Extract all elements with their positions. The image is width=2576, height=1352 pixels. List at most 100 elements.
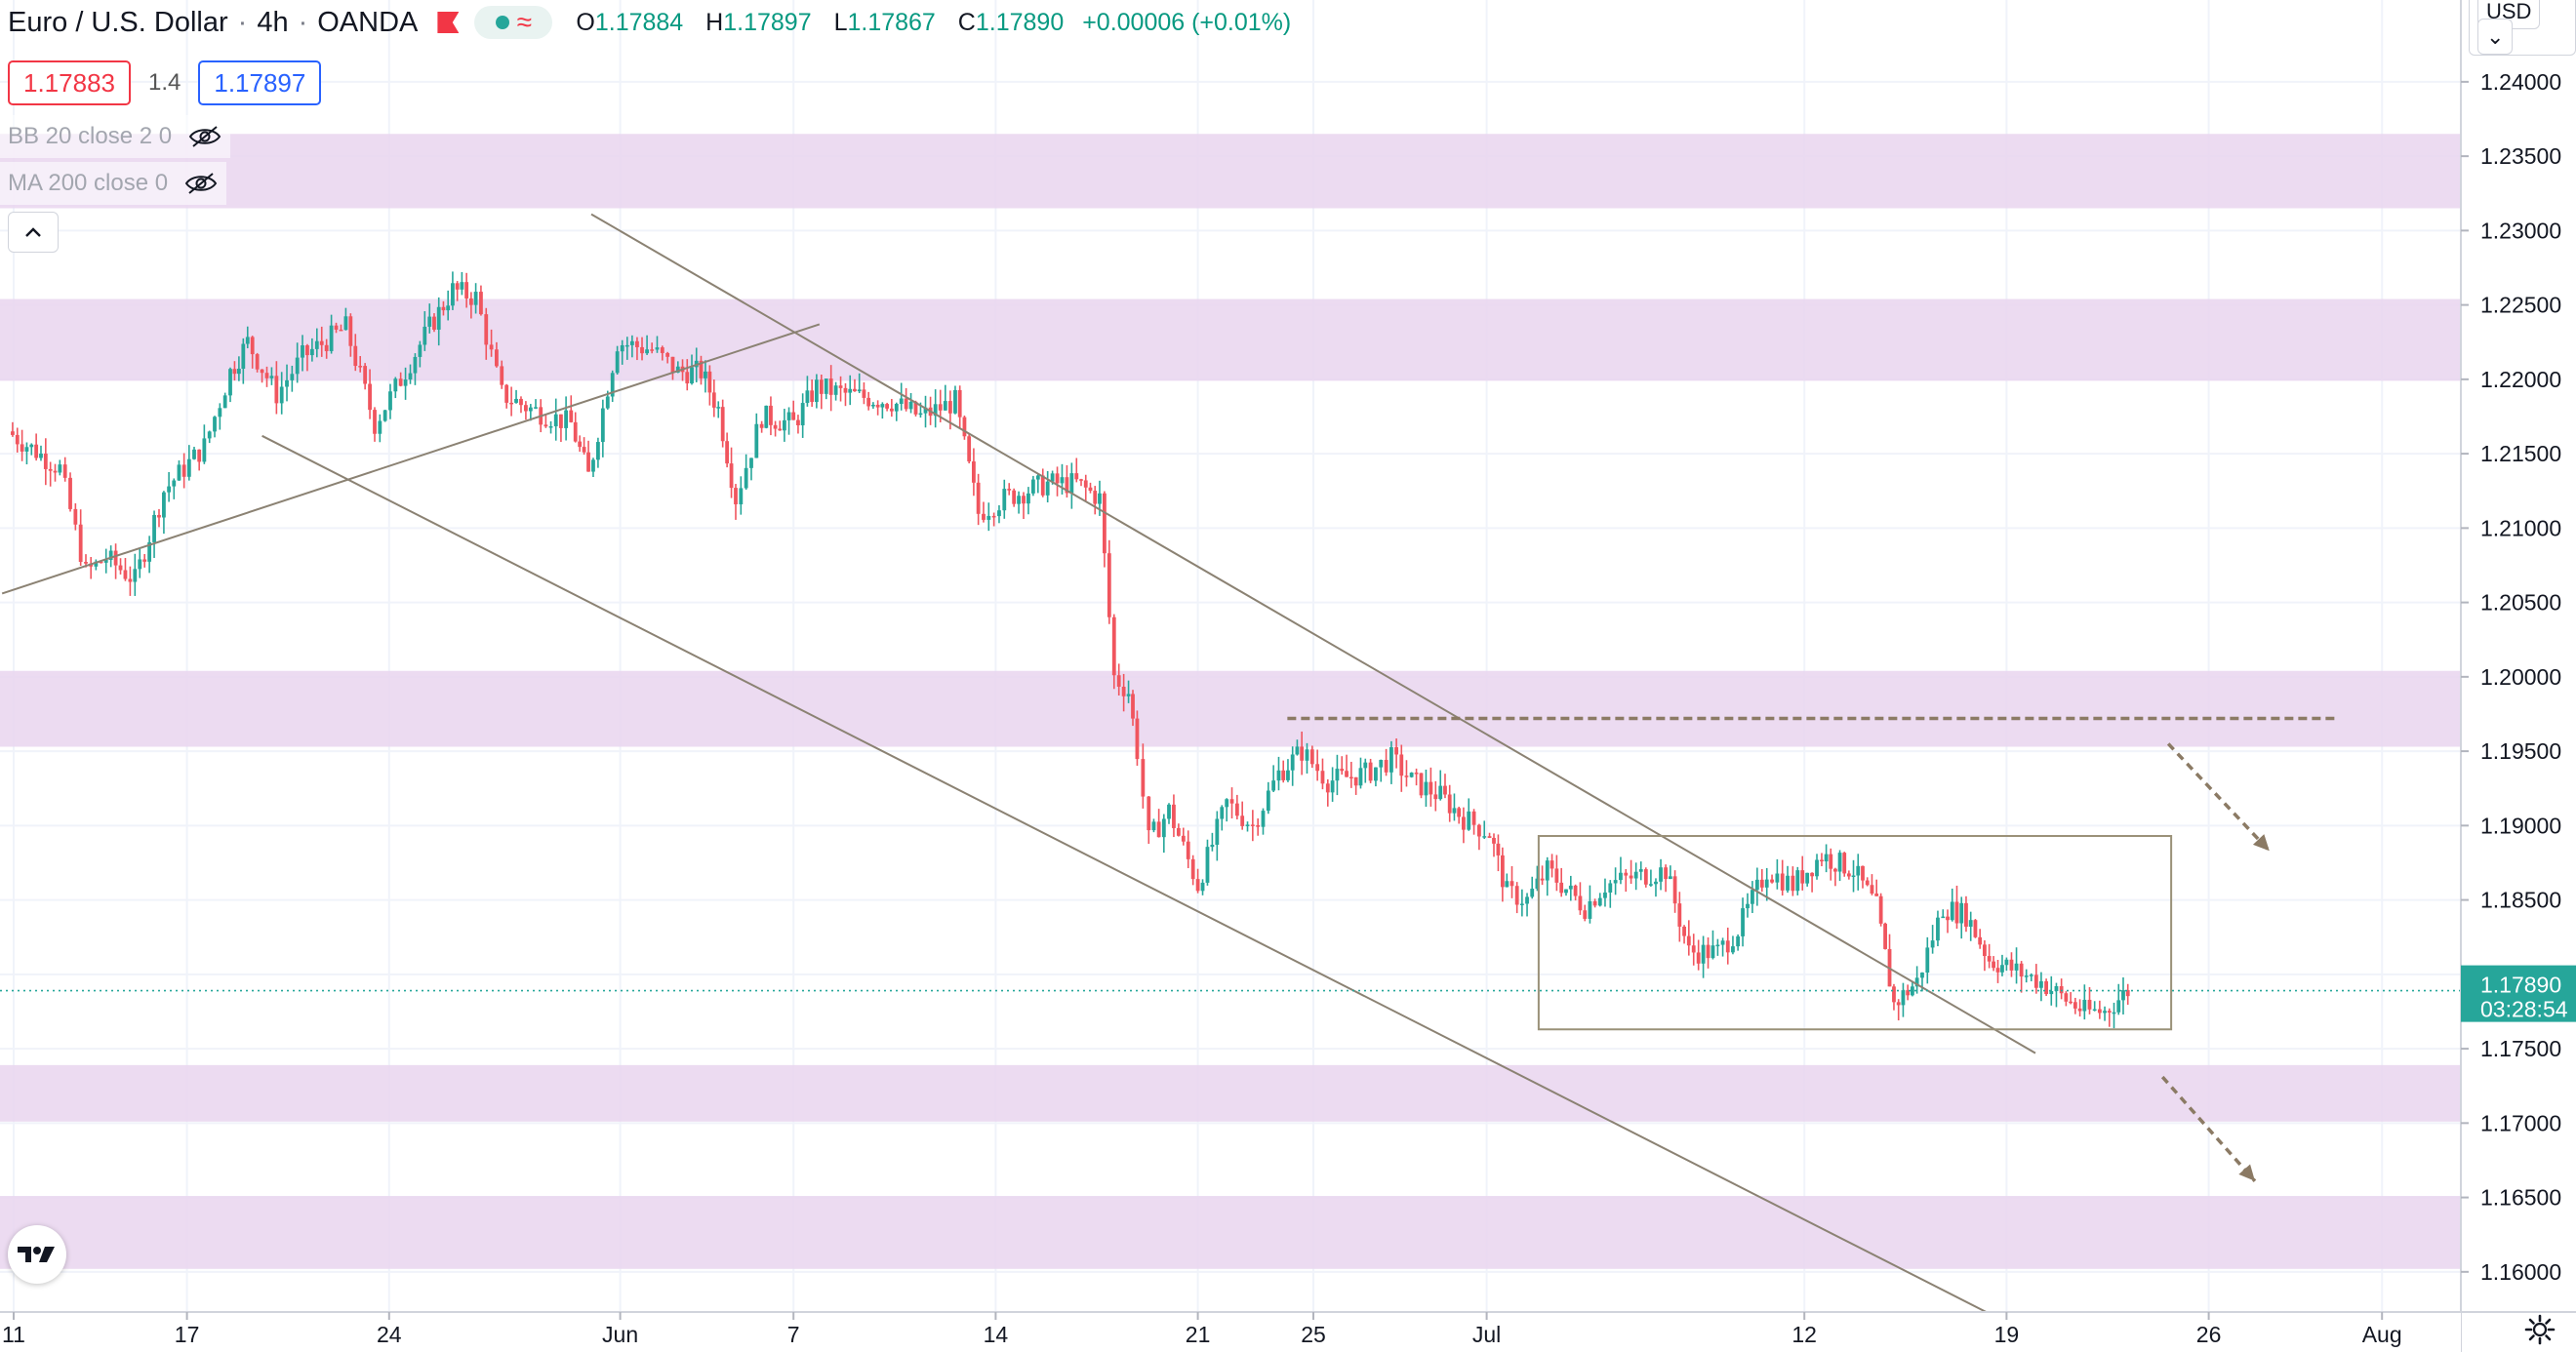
candle-body (953, 389, 957, 414)
price-tick-label: 1.16000 (2480, 1259, 2561, 1285)
candle-body (1842, 853, 1847, 874)
candle-body (479, 292, 483, 315)
candle-body (388, 391, 392, 411)
candle-body (94, 561, 99, 567)
low-value: 1.17867 (847, 8, 936, 36)
eye-off-icon[interactable] (187, 125, 222, 148)
candle-body (1540, 878, 1545, 881)
buy-button[interactable]: 1.17897 (198, 60, 322, 105)
candle-body (1706, 944, 1711, 959)
price-tick-label: 1.20500 (2480, 590, 2561, 616)
market-status-pill[interactable]: ≈ (474, 6, 553, 39)
price-tick-label: 1.21000 (2480, 515, 2561, 540)
price-tick-label: 1.16500 (2480, 1185, 2561, 1211)
candle-body (1151, 821, 1156, 831)
interval-label[interactable]: 4h (257, 6, 289, 38)
price-tick-label: 1.22000 (2480, 367, 2561, 392)
candle-body (1471, 811, 1476, 825)
candle-body (1305, 749, 1309, 761)
candle-body (1829, 854, 1833, 869)
candle-body (319, 340, 324, 345)
candle-body (1271, 780, 1276, 791)
candle-body (1245, 824, 1250, 826)
candle-body (615, 351, 620, 374)
candle-body (2014, 963, 2019, 971)
candle-body (339, 329, 343, 332)
price-tick-label: 1.17500 (2480, 1036, 2561, 1061)
sell-button[interactable]: 1.17883 (8, 60, 131, 105)
candle-body (152, 514, 156, 542)
candle-body (1404, 775, 1409, 777)
candle-body (500, 366, 504, 385)
candle-body (1564, 889, 1568, 894)
zone-rect (0, 1196, 2461, 1269)
candle-body (1833, 868, 1837, 872)
candle-body (2054, 985, 2059, 992)
candle-body (181, 464, 186, 477)
time-tick-label: 21 (1186, 1322, 1211, 1347)
collapse-legend-button[interactable] (8, 212, 59, 253)
candle-body (1330, 780, 1335, 793)
candle-body (255, 354, 260, 370)
candle-body (805, 390, 810, 404)
candle-body (1638, 869, 1643, 872)
candle-body (1290, 754, 1295, 771)
drawing-tools[interactable] (1, 213, 2336, 1321)
candle-body (1017, 496, 1021, 504)
zone-rect (0, 134, 2461, 209)
candle-body (1978, 936, 1983, 945)
candle-body (186, 458, 191, 477)
price-axis[interactable]: 1.24000 1.23500 1.23000 1.22500 1.22000 1.215… (2460, 0, 2576, 1352)
candle-body (778, 428, 783, 431)
last-price-label-bg (2461, 965, 2576, 1022)
candle-body (1925, 947, 1930, 974)
candle-body (814, 379, 819, 403)
candle-body (353, 345, 358, 367)
candle-body (2087, 999, 2092, 1010)
indicator-ma[interactable]: MA 200 close 0 (0, 162, 227, 205)
candle-body (2004, 959, 2009, 966)
candle-body (1205, 847, 1210, 883)
candle-body (660, 347, 664, 353)
symbol-name[interactable]: Euro / U.S. Dollar (8, 6, 228, 38)
candle-body (889, 408, 894, 412)
candle-body (1559, 882, 1564, 894)
candle-body (1069, 473, 1074, 494)
candle-body (908, 401, 913, 410)
tradingview-logo[interactable] (8, 1225, 66, 1284)
flag-icon[interactable] (437, 12, 460, 33)
candle-body (1959, 902, 1964, 924)
gear-icon[interactable] (2523, 1313, 2556, 1346)
time-axis[interactable]: 11 17 24 Jun 7 14 21 25 Jul 12 19 26 Aug (0, 1311, 2576, 1352)
candle-body (875, 404, 880, 408)
candle-body (1720, 940, 1725, 945)
candle-body (1514, 886, 1519, 905)
candle-body (1477, 824, 1481, 837)
candle-body (699, 360, 704, 378)
eye-off-icon[interactable] (183, 172, 219, 195)
candle-body (1901, 990, 1906, 1006)
candle-body (509, 402, 514, 405)
candle-body (1419, 773, 1424, 796)
candle-body (1629, 875, 1633, 879)
candle-body (53, 470, 58, 473)
currency-selector[interactable]: USD ⌄ (2469, 0, 2576, 56)
time-tick-label: 14 (984, 1322, 1009, 1347)
candle-body (295, 357, 300, 375)
candle-body (274, 376, 279, 404)
candle-body (1715, 944, 1720, 947)
candle-body (460, 282, 464, 290)
candle-body (1550, 860, 1554, 869)
candle-body (986, 515, 991, 520)
candle-body (2092, 1009, 2097, 1012)
indicator-bb[interactable]: BB 20 close 2 0 (0, 115, 231, 158)
tradingview-logo-icon (18, 1247, 55, 1262)
candle-body (764, 405, 769, 428)
candle-body (786, 412, 791, 420)
candle-body (113, 550, 118, 566)
zone-rect (0, 670, 2461, 747)
candle-body (1573, 885, 1578, 896)
candle-body (524, 405, 528, 412)
candle-body (1983, 944, 1987, 957)
